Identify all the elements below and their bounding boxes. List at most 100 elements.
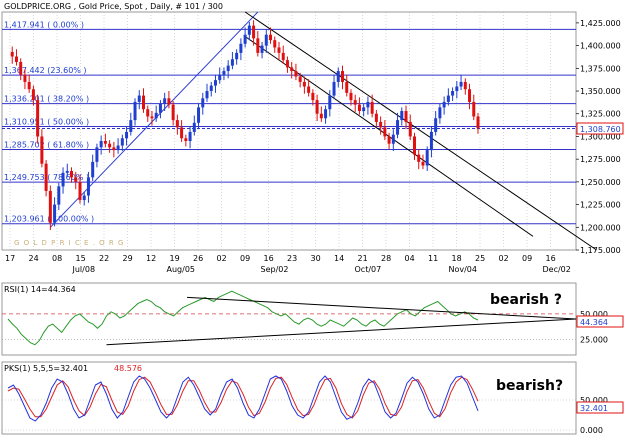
candle-body — [226, 65, 230, 72]
uptrend-line — [49, 11, 259, 228]
candle-body — [362, 107, 366, 112]
y-tick-label: 1,375.000 — [580, 64, 621, 73]
candle-body — [353, 100, 357, 105]
candle-body — [425, 150, 429, 166]
candle-body — [70, 170, 74, 178]
candle-body — [163, 98, 167, 104]
rsi-panel — [1, 282, 577, 356]
y-tick-label: 1,200.000 — [580, 223, 621, 232]
x-day-tick-label: 30 — [311, 254, 321, 263]
candle-body — [137, 95, 141, 102]
candle-body — [451, 91, 455, 96]
y-tick-label: 1,225.000 — [580, 201, 621, 210]
candle-body — [14, 56, 18, 62]
y-tick-label: 1,300.000 — [580, 132, 621, 141]
chart-title: GOLDPRICE.ORG , Gold Price, Spot , Daily… — [4, 2, 223, 11]
stoch-y-tick-label: 0.000 — [580, 426, 603, 435]
x-day-tick-label: 02 — [499, 254, 509, 263]
candle-body — [357, 104, 361, 112]
candle-body — [192, 122, 196, 132]
stoch-value-tag — [576, 401, 624, 414]
candle-body — [36, 100, 40, 137]
candle-body — [10, 51, 14, 57]
y-tick-label: 1,425.000 — [580, 19, 621, 28]
fib-level-label: 1,367.442 (23.60% ) — [4, 66, 87, 75]
candle-body — [400, 111, 404, 121]
candle-body — [184, 138, 188, 141]
candle-body — [417, 154, 421, 162]
stoch-d-line — [7, 376, 479, 419]
x-month-label: Jul/08 — [72, 265, 96, 274]
x-month-label: Sep/02 — [261, 265, 289, 274]
rsi-y-tick-label: 50.000 — [580, 310, 608, 319]
candle-body — [201, 98, 205, 108]
x-day-tick-label: 22 — [99, 254, 109, 263]
candle-body — [239, 43, 243, 53]
stoch-y-tick-label: 50.000 — [580, 396, 608, 405]
candle-body — [459, 81, 463, 87]
candle-body — [277, 47, 281, 53]
candle-body — [197, 107, 201, 123]
x-day-tick-label: 11 — [428, 254, 438, 263]
rsi-annotation: bearish ? — [490, 292, 562, 308]
candle-body — [74, 177, 78, 182]
candle-body — [112, 147, 116, 151]
candle-body — [86, 177, 90, 196]
candle-body — [404, 111, 408, 122]
candle-body — [472, 101, 476, 117]
candle-body — [252, 25, 256, 39]
candle-body — [82, 195, 86, 201]
candle-body — [290, 67, 294, 72]
candle-body — [408, 121, 412, 137]
candle-body — [180, 127, 184, 139]
candle-body — [260, 45, 264, 53]
candle-body — [175, 120, 179, 128]
rsi-y-tick-label: 25.000 — [580, 336, 608, 345]
candle-body — [298, 76, 302, 82]
candle-body — [269, 34, 273, 41]
x-day-tick-label: 09 — [522, 254, 532, 263]
candle-body — [243, 34, 247, 44]
candle-body — [31, 89, 35, 101]
candle-body — [19, 61, 23, 75]
x-month-label: Nov/04 — [449, 265, 478, 274]
x-month-label: Dec/02 — [543, 265, 571, 274]
candle-body — [256, 38, 260, 53]
candle-body — [61, 172, 65, 187]
x-day-tick-label: 29 — [123, 254, 133, 263]
x-day-tick-label: 23 — [287, 254, 297, 263]
y-tick-label: 1,325.000 — [580, 110, 621, 119]
candle-body — [247, 25, 251, 35]
candle-body — [188, 131, 192, 141]
candle-body — [129, 120, 133, 132]
candle-body — [383, 127, 387, 137]
x-day-tick-label: 02 — [217, 254, 227, 263]
candle-body — [324, 109, 328, 119]
candle-body — [412, 136, 416, 155]
candle-body — [125, 131, 129, 139]
candle-body — [315, 100, 319, 114]
candle-body — [341, 71, 345, 82]
watermark: G O L D P R I C E . O R G — [14, 239, 124, 247]
x-day-tick-label: 15 — [76, 254, 86, 263]
candle-body — [438, 107, 442, 119]
x-day-tick-label: 14 — [334, 254, 344, 263]
x-month-label: Aug/05 — [167, 265, 196, 274]
candle-body — [218, 74, 222, 81]
x-day-tick-label: 12 — [146, 254, 156, 263]
x-day-tick-label: 24 — [29, 254, 39, 263]
candle-body — [154, 112, 158, 119]
candle-body — [167, 98, 171, 105]
candle-body — [281, 52, 285, 61]
candle-body — [48, 190, 52, 223]
candle-body — [91, 161, 95, 178]
candle-body — [349, 92, 353, 101]
candle-body — [328, 95, 332, 110]
candle-body — [235, 52, 239, 60]
candle-body — [307, 86, 311, 93]
candle-body — [158, 103, 162, 113]
candle-body — [264, 34, 268, 46]
downtrend-channel-lower — [244, 11, 597, 251]
